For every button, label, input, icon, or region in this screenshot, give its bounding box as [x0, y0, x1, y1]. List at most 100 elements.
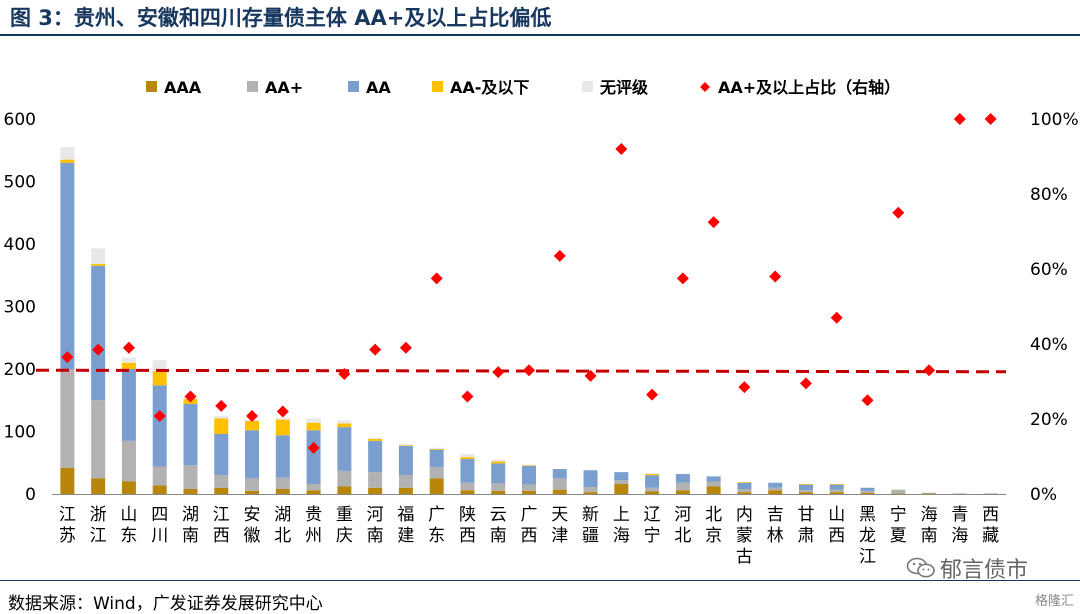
x-tick-label: 河北: [674, 505, 691, 546]
bar-segment-2: [675, 474, 690, 483]
bar-segment-4: [337, 420, 352, 424]
bar-segment-1: [337, 470, 352, 487]
x-tick-label: 山西: [828, 505, 845, 546]
bar-segment-3: [275, 419, 290, 436]
bar-segment-0: [368, 487, 383, 494]
bar-segment-2: [522, 465, 536, 485]
bar-segment-0: [306, 490, 321, 494]
bar-segment-0: [183, 489, 198, 494]
average-ratio-line: [35, 368, 1007, 374]
bar-segment-0: [245, 490, 260, 494]
bar-segment-0: [675, 490, 690, 494]
x-tick-label: 湖北: [274, 505, 291, 546]
bar-segment-1: [152, 466, 167, 486]
bar-segment-2: [645, 475, 660, 488]
bar-segment-1: [645, 487, 660, 492]
ratio-point: [923, 364, 936, 377]
y-tick-label: 200: [4, 360, 36, 380]
legend-swatch: [146, 81, 157, 92]
ratio-point: [153, 410, 166, 422]
source-note: 数据来源：Wind，广发证券发展研究中心: [8, 594, 323, 614]
bar-segment-0: [552, 489, 567, 494]
bar-segment-1: [737, 489, 752, 493]
legend-swatch: [348, 81, 359, 92]
bar-segment-1: [798, 490, 813, 493]
bar-segment-4: [121, 357, 136, 363]
bar-segment-2: [491, 463, 506, 484]
ratio-point: [184, 390, 197, 403]
bar-segment-1: [675, 482, 690, 491]
x-tick-label: 浙江: [90, 505, 107, 546]
bar-segment-3: [645, 474, 660, 476]
ratio-points: [61, 113, 997, 454]
bar-segment-0: [645, 491, 660, 494]
legend-label: AA: [366, 78, 391, 97]
source-divider: [0, 580, 1080, 581]
bar-segment-1: [768, 487, 783, 491]
ratio-point: [276, 405, 289, 418]
bar-segment-4: [398, 444, 413, 446]
bar-segment-2: [706, 476, 721, 482]
bar-segment-3: [306, 422, 321, 431]
bar-segment-1: [275, 477, 290, 489]
y-tick-label: 500: [4, 173, 36, 193]
bar-segment-0: [706, 486, 721, 494]
x-tick-label: 甘肃: [797, 505, 814, 546]
legend-swatch: [247, 81, 258, 92]
bar-segment-1: [398, 475, 413, 488]
bar-segment-1: [91, 400, 106, 479]
ratio-point: [523, 364, 535, 377]
ratio-point: [646, 388, 659, 401]
bar-segment-0: [491, 490, 506, 494]
y2-tick-label: 60%: [1030, 260, 1068, 280]
reference-line: [35, 368, 1007, 374]
bar-segment-3: [245, 420, 260, 431]
x-tick-label: 黑龙江: [859, 505, 876, 567]
ratio-point: [61, 351, 74, 364]
ratio-point: [338, 368, 351, 380]
bar-segment-4: [306, 418, 321, 423]
x-tick-label: 广东: [428, 505, 445, 546]
bar-segment-3: [60, 159, 75, 163]
bar-segment-1: [983, 493, 998, 494]
y-axis-left: 0 100 200 300 400 500 600: [4, 110, 36, 505]
bar-segment-3: [214, 418, 229, 434]
bar-segment-2: [798, 484, 813, 491]
legend: AAA AA+ AA AA-及以下 无评级 AA+及以上占比（右轴）: [146, 78, 900, 97]
bar-segment-0: [891, 493, 906, 494]
ratio-point: [246, 410, 259, 422]
ratio-point: [369, 343, 382, 356]
bar-segment-0: [214, 487, 229, 494]
bar-segment-4: [60, 147, 75, 160]
ratio-point: [984, 113, 997, 125]
x-tick-label: 广西: [521, 505, 538, 546]
bar-segment-3: [429, 449, 444, 450]
wechat-icon: [906, 557, 935, 578]
bar-segment-2: [275, 435, 290, 478]
x-tick-label: 安徽: [244, 505, 261, 546]
bar-segment-1: [368, 472, 383, 488]
bar-segment-1: [706, 481, 721, 487]
ratio-point: [615, 143, 628, 155]
bar-segment-0: [737, 492, 752, 494]
bar-segment-3: [337, 423, 352, 428]
legend-label: AA+及以上占比（右轴）: [718, 78, 900, 97]
y2-tick-label: 80%: [1030, 185, 1068, 205]
bar-segment-1: [60, 369, 75, 468]
stacked-bar-chart: AAA AA+ AA AA-及以下 无评级 AA+及以上占比（右轴） 0 100 200 300…: [4, 78, 1079, 567]
x-tick-label: 陕西: [459, 505, 476, 546]
bar-segment-0: [60, 467, 75, 494]
x-tick-label: 内蒙古: [736, 505, 753, 567]
bar-segment-0: [583, 492, 598, 494]
bar-segment-3: [91, 264, 106, 266]
bar-segment-2: [429, 449, 444, 468]
bar-segment-2: [829, 484, 844, 490]
bar-segment-0: [91, 478, 106, 494]
bar-segment-4: [491, 459, 506, 462]
bar-segment-2: [552, 469, 567, 479]
x-tick-label: 福建: [397, 505, 414, 546]
bar-segment-1: [306, 484, 321, 491]
bar-segment-4: [91, 248, 106, 264]
bar-segment-3: [522, 465, 536, 466]
legend-label: AAA: [164, 78, 202, 97]
